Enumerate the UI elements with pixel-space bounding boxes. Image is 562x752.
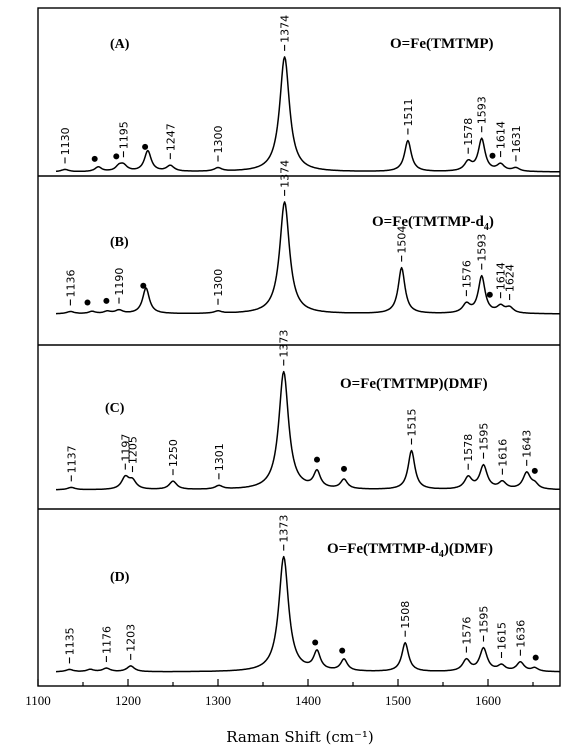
spectrum-panel-d: 1135 1176 1203 1373 1508 1576 1595 1615 1636 (D) O…	[56, 515, 560, 673]
band-marker	[140, 282, 147, 289]
peak-label: 1643	[521, 430, 534, 458]
x-tick-label: 1200	[115, 693, 141, 708]
peak-label: 1195	[118, 121, 131, 149]
spectrum-line	[56, 201, 560, 315]
peak-label: 1373	[278, 515, 291, 543]
peak-label: 1203	[125, 624, 138, 652]
peak-label: 1578	[462, 434, 475, 462]
x-tick-label: 1100	[25, 693, 51, 708]
band-marker	[84, 299, 91, 306]
band-marker	[113, 153, 120, 160]
peak-label: 1593	[476, 96, 489, 124]
band-marker	[312, 639, 319, 646]
plot-frame	[37, 7, 561, 687]
band-marker	[339, 647, 346, 654]
peak-label: 1374	[279, 160, 292, 188]
peak-label: 1595	[478, 606, 491, 634]
peak-label: 1616	[496, 439, 509, 467]
peak-label: 1515	[406, 409, 419, 437]
peak-label: 1190	[113, 268, 126, 296]
band-marker	[532, 654, 539, 661]
band-marker	[341, 465, 347, 472]
panel-label: (C)	[105, 401, 125, 416]
peak-label: 1508	[399, 601, 412, 629]
peak-label: 1137	[65, 445, 78, 473]
peak-label: 1636	[514, 620, 527, 648]
peak-label: 1197	[119, 434, 132, 462]
x-axis-title: Raman Shift (cm⁻¹)	[226, 728, 374, 746]
peak-label: 1250	[167, 439, 180, 467]
x-tick-label: 1300	[205, 693, 231, 708]
panel-dividers	[38, 175, 560, 510]
peak-label: 1247	[164, 123, 177, 151]
panel-title: O=Fe(TMTMP-d4)	[372, 214, 494, 233]
spectrum-line	[56, 555, 560, 673]
panel-label: (B)	[110, 235, 129, 250]
peak-label: 1300	[212, 269, 225, 297]
panel-title: O=Fe(TMTMP-d4)(DMF)	[327, 541, 493, 560]
peak-label: 1504	[396, 226, 409, 254]
x-axis: 1100 1200 1300 1400 1500 1600	[25, 679, 534, 708]
panel-label: (D)	[110, 570, 130, 585]
peak-label: 1176	[100, 626, 113, 654]
peak-label: 1614	[495, 121, 508, 149]
x-tick-label: 1400	[295, 693, 321, 708]
band-marker	[486, 291, 493, 298]
peak-label: 1614	[495, 262, 508, 290]
peak-label: 1631	[510, 125, 523, 153]
spectrum-line	[56, 370, 560, 491]
band-marker	[489, 152, 496, 159]
panel-label: (A)	[110, 37, 130, 52]
x-tick-label: 1600	[475, 693, 501, 708]
peak-label: 1595	[478, 423, 491, 451]
peak-label: 1205	[127, 436, 140, 464]
peak-label: 1135	[64, 627, 77, 655]
peak-label: 1576	[460, 260, 473, 288]
peak-label: 1300	[212, 126, 225, 154]
band-marker	[103, 297, 110, 304]
spectrum-line	[55, 56, 560, 173]
panel-title: O=Fe(TMTMP)(DMF)	[340, 376, 488, 392]
band-marker	[531, 467, 538, 474]
peak-label: 1136	[64, 270, 77, 298]
peak-label: 1130	[59, 127, 72, 155]
peak-label: 1593	[476, 234, 489, 262]
panel-title: O=Fe(TMTMP)	[390, 36, 494, 52]
peak-label: 1511	[402, 99, 415, 127]
peak-label: 1624	[504, 264, 517, 292]
peak-label: 1374	[279, 15, 292, 43]
peak-label: 1576	[460, 617, 473, 645]
band-marker	[314, 456, 320, 463]
x-tick-label: 1500	[385, 693, 411, 708]
peak-label: 1373	[278, 330, 291, 358]
peak-label: 1578	[462, 118, 475, 146]
peak-label: 1301	[213, 443, 226, 471]
band-marker	[91, 155, 98, 162]
band-marker	[142, 143, 149, 150]
peak-label: 1615	[496, 622, 509, 650]
